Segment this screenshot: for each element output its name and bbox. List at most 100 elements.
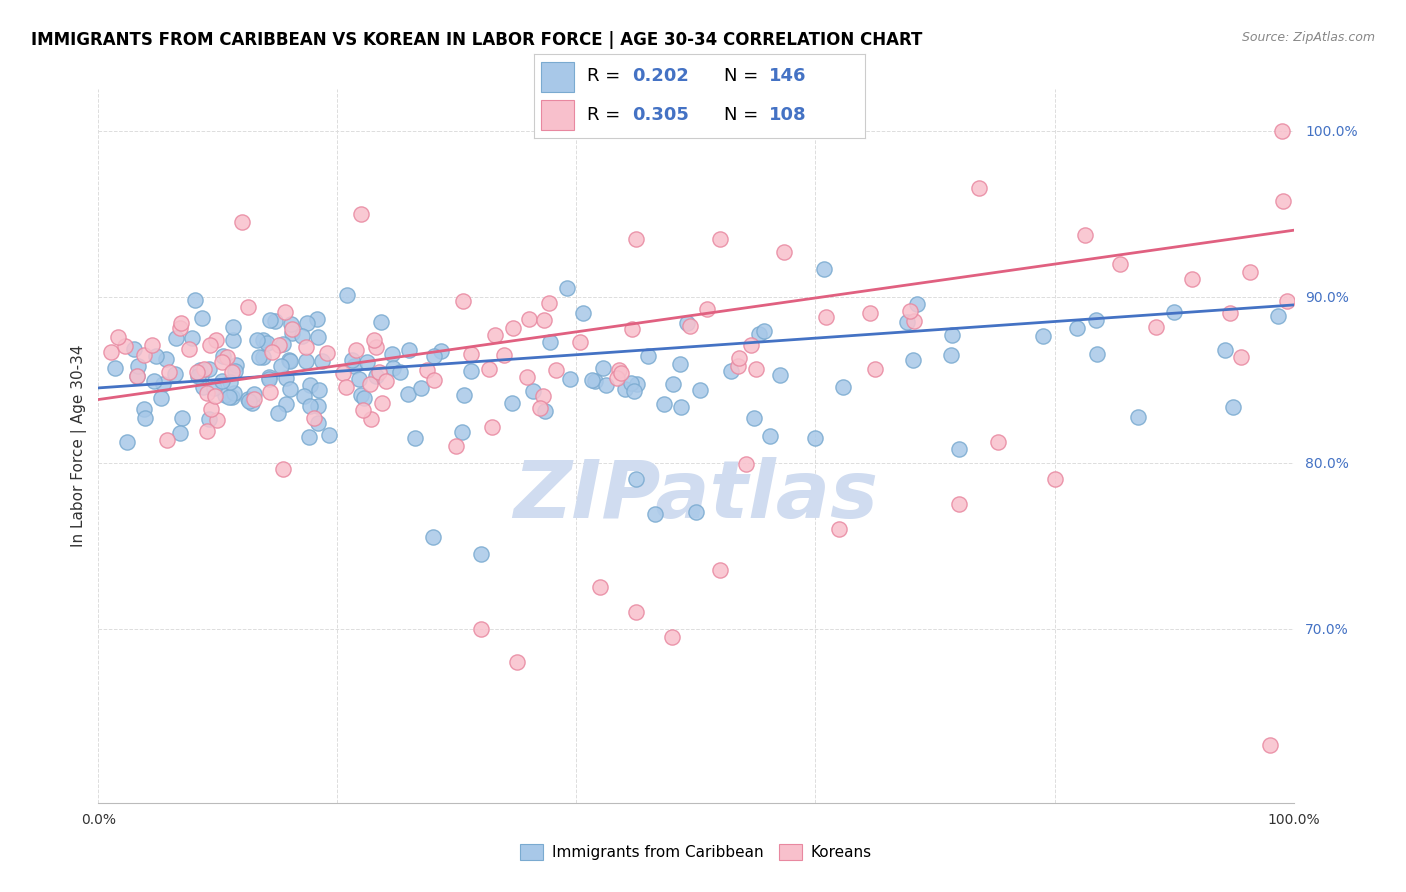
Point — [416, 362, 439, 376]
Point — [190, 368, 212, 383]
Point — [492, 348, 515, 362]
Point — [948, 497, 970, 511]
Point — [1084, 313, 1107, 327]
Point — [685, 505, 707, 519]
Point — [252, 333, 274, 347]
Point — [332, 366, 354, 380]
Point — [205, 333, 228, 347]
Point — [537, 295, 560, 310]
Point — [745, 362, 768, 376]
Point — [1163, 305, 1185, 319]
Point — [987, 435, 1010, 450]
Point — [859, 306, 882, 320]
Point — [302, 410, 325, 425]
Point — [222, 386, 245, 401]
Point — [305, 311, 328, 326]
Point — [204, 389, 226, 403]
Point — [740, 338, 762, 352]
Point — [200, 338, 222, 352]
Point — [905, 296, 928, 310]
Point — [1239, 265, 1261, 279]
Point — [610, 367, 633, 381]
Point — [238, 392, 260, 406]
Point — [484, 328, 506, 343]
Point — [125, 369, 148, 384]
Point — [1213, 343, 1236, 357]
Point — [273, 304, 295, 318]
Point — [727, 359, 749, 373]
Point — [356, 355, 378, 369]
Point — [307, 399, 329, 413]
Point — [423, 349, 446, 363]
Point — [211, 354, 233, 368]
Point — [195, 386, 218, 401]
Point — [225, 359, 247, 373]
Point — [478, 362, 501, 376]
Point — [247, 351, 270, 365]
Point — [815, 310, 838, 324]
Point — [1144, 320, 1167, 334]
Point — [149, 391, 172, 405]
Point — [544, 363, 567, 377]
Point — [1043, 472, 1066, 486]
Point — [941, 327, 963, 342]
Point — [506, 655, 529, 669]
Point — [652, 397, 675, 411]
Point — [238, 300, 260, 314]
Point — [898, 304, 921, 318]
Point — [696, 302, 718, 317]
Point — [1230, 350, 1253, 364]
Point — [558, 372, 581, 386]
Point — [347, 372, 370, 386]
Point — [470, 622, 492, 636]
Point — [246, 333, 269, 347]
Point — [831, 380, 853, 394]
Text: 108: 108 — [769, 105, 807, 123]
Point — [1272, 194, 1295, 209]
Text: N =: N = — [724, 68, 765, 86]
Point — [165, 331, 187, 345]
Point — [215, 350, 238, 364]
Point — [181, 331, 204, 345]
Point — [728, 351, 751, 365]
Point — [114, 339, 136, 353]
Point — [125, 368, 148, 383]
Point — [350, 388, 373, 402]
Text: 146: 146 — [769, 68, 807, 86]
Point — [280, 317, 302, 331]
Point — [169, 321, 191, 335]
Point — [396, 386, 419, 401]
Point — [252, 350, 274, 364]
Point — [271, 462, 294, 476]
Point — [1109, 257, 1132, 271]
Point — [318, 427, 340, 442]
Point — [274, 397, 297, 411]
Point — [519, 312, 541, 326]
Point — [1032, 329, 1054, 343]
Point — [221, 365, 243, 379]
Point — [626, 472, 648, 486]
Point — [197, 362, 219, 376]
Point — [371, 396, 394, 410]
Point — [460, 347, 482, 361]
Point — [224, 364, 246, 378]
Point — [132, 348, 155, 362]
Point — [278, 353, 301, 368]
Point — [423, 373, 446, 387]
Point — [637, 349, 659, 363]
Point — [352, 403, 374, 417]
Point — [481, 420, 503, 434]
Point — [411, 381, 433, 395]
Point — [165, 367, 187, 381]
Point — [221, 320, 243, 334]
Point — [1219, 306, 1241, 320]
Point — [501, 395, 523, 409]
Point — [382, 360, 405, 375]
Point — [939, 348, 962, 362]
Point — [422, 530, 444, 544]
Point — [589, 580, 612, 594]
Point — [198, 411, 221, 425]
Point — [278, 382, 301, 396]
Point — [278, 353, 301, 368]
Point — [948, 442, 970, 457]
